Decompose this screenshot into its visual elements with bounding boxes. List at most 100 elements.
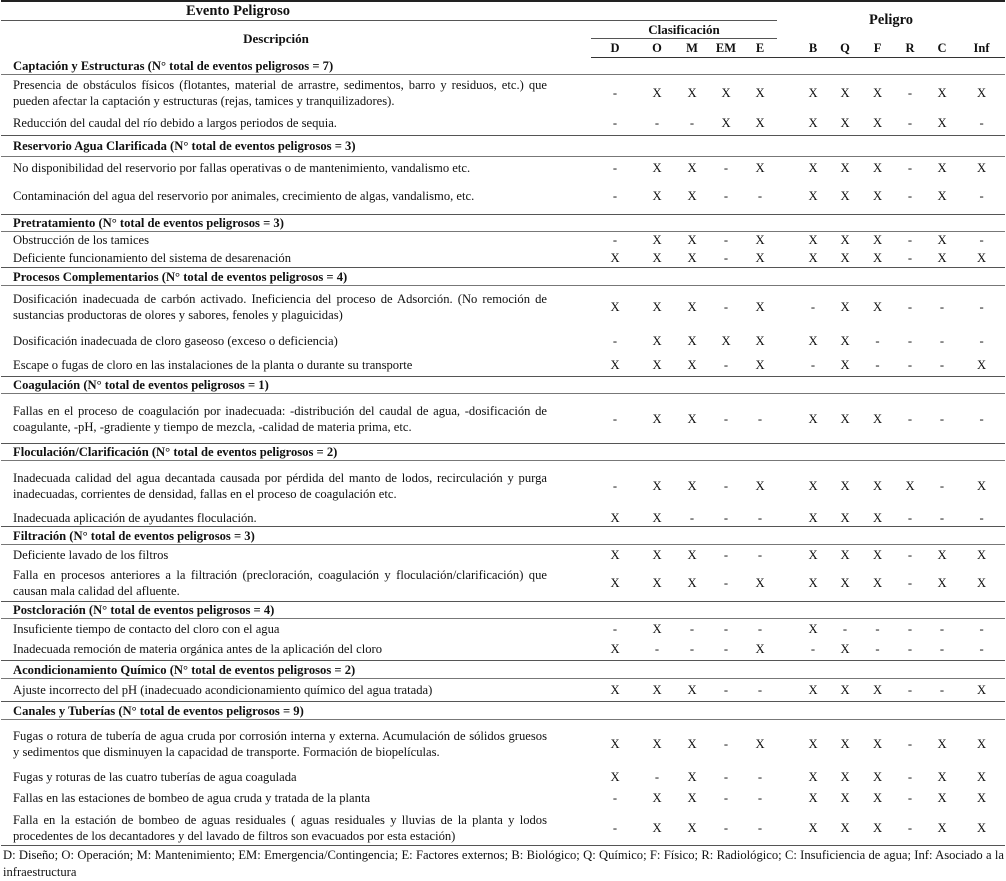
mark-d: X <box>610 300 620 314</box>
mark-q: X <box>840 86 850 100</box>
mark-r: - <box>907 548 913 562</box>
mark-e: X <box>755 160 765 175</box>
mark-b: X <box>797 565 830 602</box>
spacer <box>777 178 798 215</box>
table-row: Deficiente funcionamiento del sistema de… <box>1 248 1006 268</box>
hazard-code-f: F <box>861 38 895 58</box>
spacer <box>777 720 797 769</box>
table-row: Contaminación del agua del reservorio po… <box>1 178 1006 215</box>
section-title: Postcloración (N° total de eventos pelig… <box>1 601 1006 619</box>
event-description: Fallas en el proceso de coagulación por … <box>1 393 591 444</box>
mark-c: X <box>926 111 959 136</box>
mark-em: X <box>709 111 743 136</box>
table-row: Falla en la estación de bombeo de aguas … <box>1 811 1006 846</box>
mark-c: - <box>926 353 959 377</box>
spacer <box>777 545 797 566</box>
class-code-o: O <box>639 38 675 58</box>
spacer <box>777 785 797 811</box>
mark-r: - <box>894 510 927 527</box>
mark-d: X <box>591 678 639 702</box>
mark-em: - <box>709 178 743 215</box>
mark-m: - <box>675 638 709 661</box>
mark-c: X <box>937 86 947 100</box>
spacer <box>777 286 797 329</box>
mark-f: - <box>861 638 895 661</box>
section-title: Filtración (N° total de eventos peligros… <box>1 526 1006 545</box>
descripcion-header: Descripción <box>243 31 309 47</box>
table-row: Obstrucción de los tamices - X X - X X X X - X - <box>1 232 1005 249</box>
mark-m: X <box>675 393 709 444</box>
table-row: Dosificación inadecuada de cloro gaseoso… <box>1 328 1005 353</box>
mark-d: X <box>591 565 639 602</box>
section-title: Coagulación (N° total de eventos peligro… <box>1 376 1006 394</box>
mark-r: - <box>907 86 913 100</box>
mark-q: X <box>840 548 850 562</box>
event-description: Dosificación inadecuada de carbón activa… <box>13 292 547 322</box>
mark-e: X <box>755 86 765 100</box>
mark-e: X <box>755 737 765 751</box>
mark-e: X <box>743 638 778 661</box>
table-row: Fallas en las estaciones de bombeo de ag… <box>1 785 1005 811</box>
mark-inf: X <box>976 548 987 562</box>
spacer <box>777 157 797 179</box>
event-description: Fallas en las estaciones de bombeo de ag… <box>13 791 371 805</box>
mark-f: X <box>872 737 883 751</box>
mark-e: X <box>743 565 778 602</box>
mark-em: X <box>721 86 731 100</box>
mark-f: X <box>861 565 895 602</box>
mark-d: - <box>591 811 639 846</box>
mark-b: X <box>797 178 830 215</box>
event-description: Ajuste incorrecto del pH (inadecuado aco… <box>1 678 591 702</box>
mark-e: - <box>757 548 763 562</box>
mark-e: - <box>743 393 778 444</box>
mark-em: - <box>709 393 743 444</box>
class-code-em: EM <box>709 38 743 58</box>
table-row: Dosificación inadecuada de carbón activa… <box>1 286 1005 329</box>
mark-f: X <box>861 393 895 444</box>
mark-f: X <box>861 678 895 702</box>
mark-c: X <box>937 233 947 247</box>
mark-inf: - <box>979 233 984 247</box>
mark-d: - <box>612 621 618 636</box>
mark-inf: - <box>979 300 984 314</box>
mark-b: X <box>808 86 818 100</box>
section-title: Pretratamiento (N° total de eventos peli… <box>1 214 1006 232</box>
mark-r: - <box>894 353 927 377</box>
table-row: Deficiente lavado de los filtros X X X - - X X X… <box>1 545 1005 566</box>
mark-em: X <box>721 333 731 348</box>
class-code-m: M <box>675 38 709 58</box>
mark-c: X <box>937 769 947 784</box>
mark-inf: X <box>976 791 987 805</box>
mark-b: X <box>797 248 830 268</box>
spacer <box>777 565 798 602</box>
mark-r: - <box>907 621 913 636</box>
mark-m: - <box>689 621 695 636</box>
mark-o: X <box>652 737 662 751</box>
table-row: Insuficiente tiempo de contacto del clor… <box>1 619 1005 639</box>
mark-q: X <box>840 233 850 247</box>
spacer <box>777 328 797 353</box>
mark-f: X <box>872 160 883 175</box>
mark-m: X <box>687 160 697 175</box>
mark-b: X <box>808 791 818 805</box>
mark-b: X <box>797 811 830 846</box>
event-description: Contaminación del agua del reservorio po… <box>1 178 591 215</box>
table-row: Falla en procesos anteriores a la filtra… <box>1 565 1006 602</box>
table-row: Fugas y roturas de las cuatro tuberías d… <box>1 768 1005 785</box>
hazard-code-r: R <box>894 38 927 58</box>
mark-e: - <box>743 178 778 215</box>
mark-o: X <box>652 548 662 562</box>
mark-em: - <box>723 160 729 175</box>
mark-r: - <box>894 248 927 268</box>
mark-f: X <box>872 233 883 247</box>
event-description: Falla en procesos anteriores a la filtra… <box>1 565 591 602</box>
spacer <box>777 232 797 249</box>
mark-r: - <box>907 300 913 314</box>
mark-f: - <box>861 353 895 377</box>
mark-o: X <box>652 300 662 314</box>
section-title: Canales y Tuberías (N° total de eventos … <box>1 701 1006 720</box>
mark-q: X <box>829 565 862 602</box>
mark-f: X <box>872 86 883 100</box>
mark-em: - <box>723 548 729 562</box>
mark-q: X <box>829 111 862 136</box>
